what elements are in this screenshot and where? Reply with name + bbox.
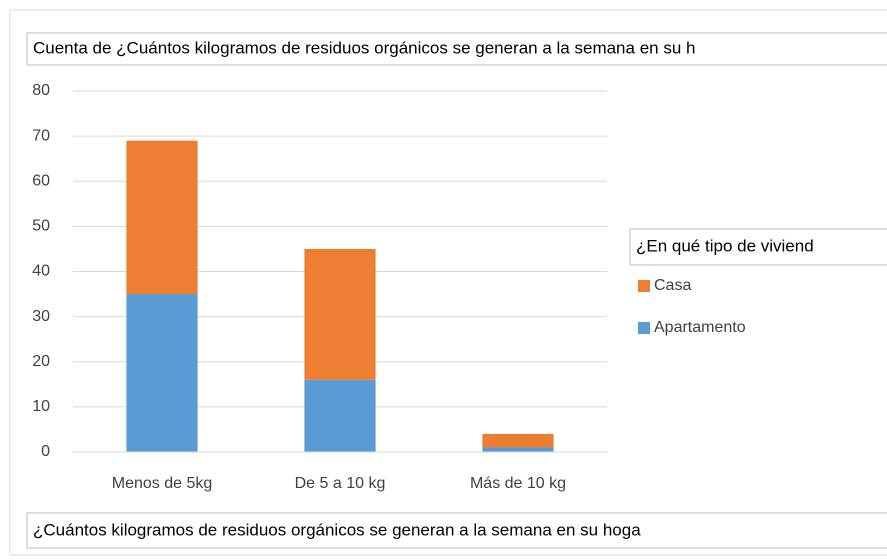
legend-swatch bbox=[638, 280, 650, 292]
y-tick-label: 80 bbox=[32, 82, 50, 99]
chart-title: Cuenta de ¿Cuántos kilogramos de residuo… bbox=[33, 38, 695, 57]
x-tick-label: De 5 a 10 kg bbox=[295, 475, 386, 492]
legend-swatch bbox=[638, 322, 650, 334]
x-tick-label: Más de 10 kg bbox=[470, 475, 566, 492]
y-tick-label: 10 bbox=[32, 398, 50, 415]
bar-segment bbox=[304, 248, 376, 380]
legend-label: Apartamento bbox=[654, 319, 746, 336]
x-axis-title: ¿Cuántos kilogramos de residuos orgánico… bbox=[33, 520, 641, 539]
x-tick-label: Menos de 5kg bbox=[112, 475, 213, 492]
bar-segment bbox=[126, 140, 198, 295]
y-tick-label: 50 bbox=[32, 218, 50, 235]
y-tick-label: 20 bbox=[32, 353, 50, 370]
bar-segment bbox=[482, 447, 554, 452]
bar-segment bbox=[482, 433, 554, 448]
title-box bbox=[26, 32, 887, 66]
x-axis-title-box bbox=[26, 512, 887, 549]
y-tick-label: 0 bbox=[41, 443, 50, 460]
bar-segment bbox=[304, 379, 376, 452]
legend-title-box bbox=[629, 228, 887, 266]
y-tick-label: 40 bbox=[32, 263, 50, 280]
y-tick-label: 70 bbox=[32, 127, 50, 144]
y-tick-label: 60 bbox=[32, 172, 50, 189]
legend-title: ¿En qué tipo de viviend bbox=[636, 236, 814, 255]
bar-segment bbox=[126, 294, 198, 452]
y-tick-label: 30 bbox=[32, 308, 50, 325]
legend-label: Casa bbox=[654, 277, 691, 294]
